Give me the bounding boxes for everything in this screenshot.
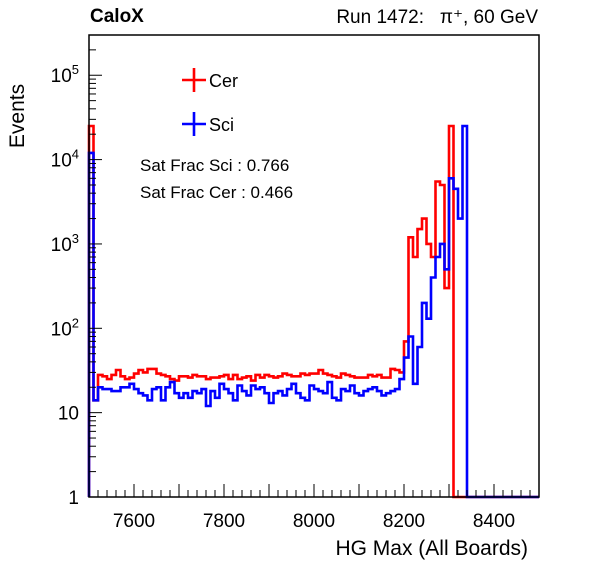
legend-sci-label: Sci [209, 115, 234, 135]
sat-frac-text: Sat Frac Sci : 0.766 [140, 156, 289, 175]
y-tick-label: 102 [51, 315, 79, 340]
x-axis: 7600 7800 8000 8200 8400 [88, 484, 540, 532]
y-tick-label: 10 [58, 404, 79, 425]
x-tick-label: 7800 [203, 511, 245, 532]
x-tick-label: 8400 [473, 511, 515, 532]
y-tick-label: 104 [51, 147, 79, 172]
x-axis-label: HG Max (All Boards) [335, 537, 528, 560]
legend-cer-label: Cer [209, 71, 238, 91]
y-axis: 1 10 102 103 104 105 [51, 34, 102, 509]
x-tick-label: 7600 [113, 511, 155, 532]
series-layer [87, 124, 539, 499]
x-tick-label: 8000 [293, 511, 335, 532]
legend: Cer Sci [182, 68, 238, 136]
brand-title: CaloX [90, 6, 144, 27]
run-info: Run 1472: π⁺, 60 GeV [336, 6, 538, 29]
particle-label: π⁺, 60 GeV [439, 7, 538, 28]
sat-frac-text: Sat Frac Cer : 0.466 [140, 183, 293, 202]
series-cer-line [87, 124, 539, 499]
series-sci-line [87, 124, 539, 499]
x-tick-label: 8200 [383, 511, 425, 532]
run-label: Run 1472: [336, 7, 425, 28]
y-tick-label: 1 [68, 488, 79, 509]
y-tick-label: 105 [51, 62, 79, 87]
plot-frame [88, 34, 540, 498]
annotations: Sat Frac Sci : 0.766 Sat Frac Cer : 0.466 [140, 156, 293, 202]
y-tick-label: 103 [51, 231, 79, 256]
y-axis-label: Events [6, 84, 29, 148]
